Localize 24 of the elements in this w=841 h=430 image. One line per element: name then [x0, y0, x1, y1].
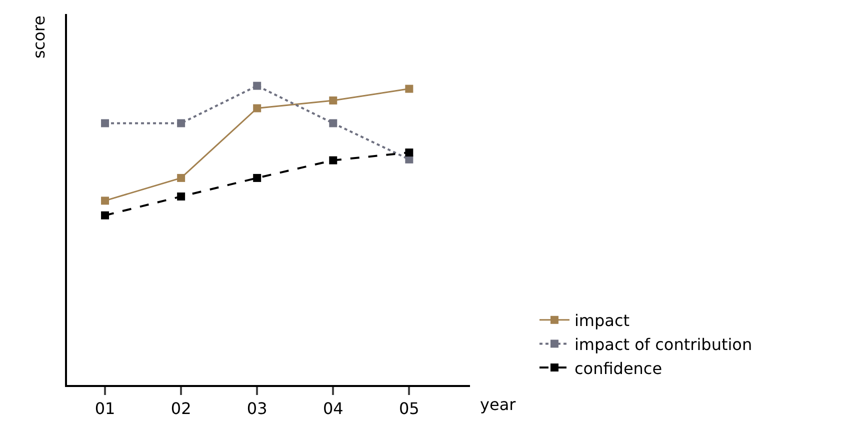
- point: [101, 119, 110, 128]
- point: [101, 196, 110, 205]
- point: [101, 211, 110, 220]
- x-tick-label: 05: [398, 399, 420, 418]
- point: [253, 174, 262, 182]
- point: [329, 119, 338, 128]
- legend-label: impact: [574, 311, 630, 330]
- point: [253, 82, 262, 90]
- point: [177, 174, 186, 182]
- x-tick-label: 01: [94, 399, 116, 418]
- legend-label: confidence: [574, 358, 662, 378]
- point: [329, 156, 338, 164]
- point: [405, 84, 414, 93]
- x-axis-title: year: [480, 395, 516, 414]
- point: [405, 148, 414, 157]
- x-tick-label: 03: [246, 399, 268, 418]
- legend-label: impact of contribution: [574, 334, 752, 354]
- x-tick-label: 04: [322, 399, 344, 418]
- y-axis-title: score: [30, 16, 48, 58]
- x-tick-label: 02: [170, 399, 192, 418]
- point: [177, 119, 186, 128]
- point: [329, 96, 338, 104]
- point: [177, 192, 186, 201]
- point: [253, 104, 262, 112]
